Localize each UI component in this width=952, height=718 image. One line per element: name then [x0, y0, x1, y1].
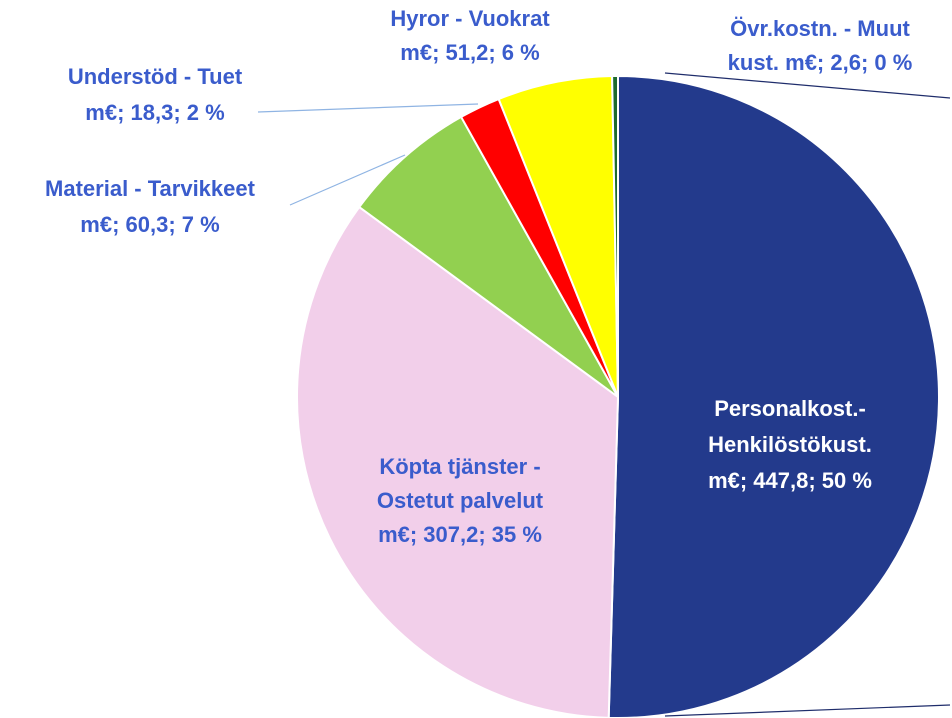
data-label: m€; 307,2; 35 %	[378, 522, 542, 547]
data-label: Henkilöstökust.	[708, 432, 872, 457]
data-label: m€; 18,3; 2 %	[85, 100, 224, 125]
data-label: Övr.kostn. - Muut	[730, 16, 910, 41]
data-label: Hyror - Vuokrat	[390, 6, 550, 31]
data-label: Ostetut palvelut	[377, 488, 544, 513]
pie-slice	[611, 74, 619, 398]
data-label: Understöd - Tuet	[68, 64, 243, 89]
data-label: Material - Tarvikkeet	[45, 176, 256, 201]
pie-slice	[357, 115, 619, 398]
data-label: Personalkost.-	[714, 396, 866, 421]
data-label: m€; 51,2; 6 %	[400, 40, 539, 65]
leader-line	[664, 704, 951, 717]
pie-slice	[607, 74, 940, 718]
data-label: Köpta tjänster -	[379, 454, 540, 479]
data-label: kust. m€; 2,6; 0 %	[728, 50, 913, 75]
pie-slice	[296, 205, 620, 718]
data-label: m€; 60,3; 7 %	[80, 212, 219, 237]
data-label: m€; 447,8; 50 %	[708, 468, 872, 493]
leader-line	[664, 72, 951, 99]
leader-line	[289, 154, 406, 206]
leader-line	[257, 103, 479, 113]
